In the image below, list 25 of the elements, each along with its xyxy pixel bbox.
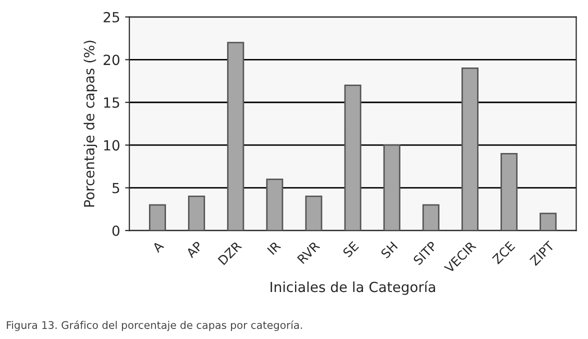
bar bbox=[148, 204, 166, 231]
x-tick-label: AP bbox=[186, 240, 203, 258]
x-tick-label: SH bbox=[380, 241, 398, 259]
y-tick-label: 15 bbox=[104, 98, 120, 108]
y-tick-label: 5 bbox=[112, 182, 120, 194]
bar bbox=[266, 178, 284, 231]
bar bbox=[500, 152, 518, 231]
x-tick-label: IR bbox=[267, 240, 282, 255]
y-tick-label: 0 bbox=[112, 225, 120, 236]
y-tick-label: 10 bbox=[104, 140, 120, 151]
x-tick-label: SE bbox=[342, 240, 360, 258]
bar bbox=[227, 42, 244, 231]
bar bbox=[305, 196, 322, 231]
bar bbox=[383, 144, 400, 231]
bar bbox=[461, 68, 478, 231]
bar bbox=[344, 84, 362, 231]
bar bbox=[540, 212, 557, 231]
y-axis-title: Porcentaje de capas (%) bbox=[84, 40, 98, 207]
y-tick-label: 25 bbox=[104, 12, 120, 22]
text: Figura 13. Gráfico del porcentaje de capas por categoría. bbox=[6, 320, 302, 331]
bar bbox=[188, 196, 206, 231]
y-tick-label: 20 bbox=[104, 54, 120, 66]
x-axis-title: Iniciales de la Categoría bbox=[270, 280, 436, 295]
bar bbox=[422, 204, 440, 231]
x-tick-label: A bbox=[152, 240, 164, 253]
